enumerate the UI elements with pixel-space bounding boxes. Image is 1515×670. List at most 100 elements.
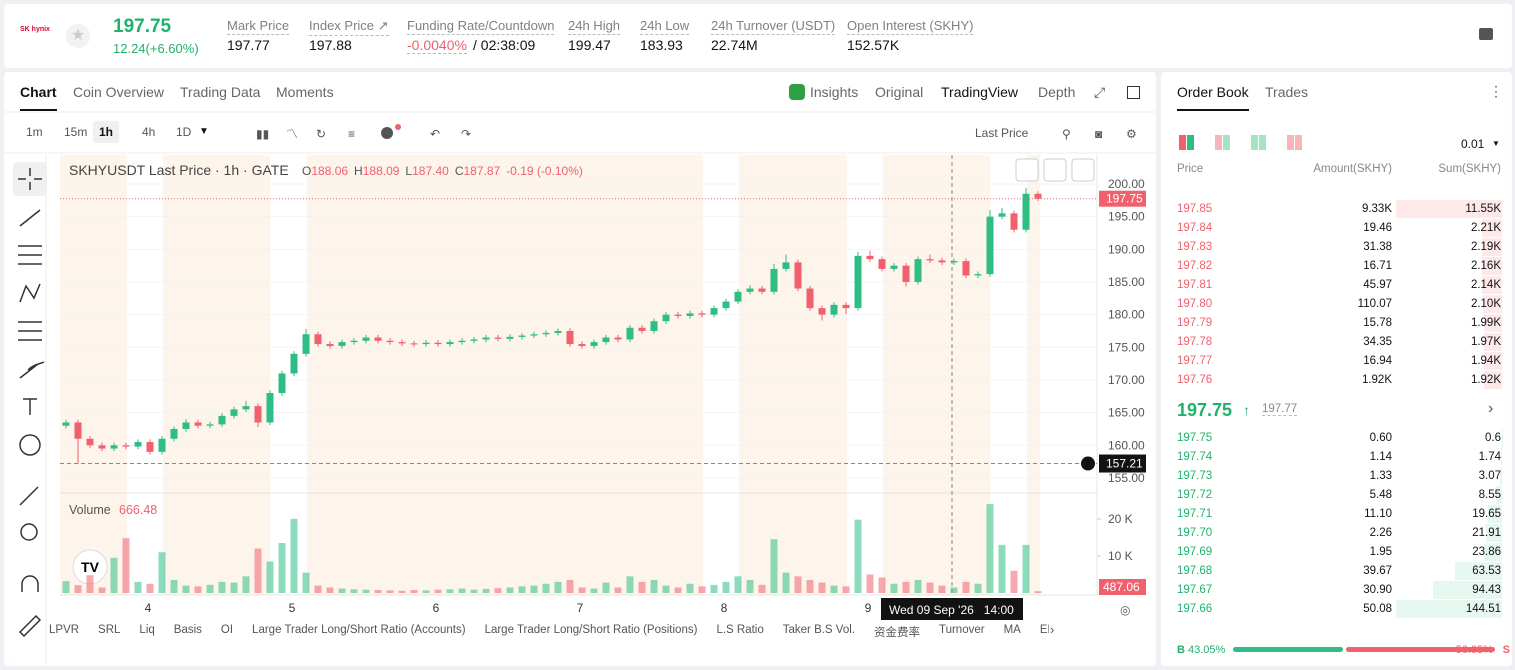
ob-amount: 19.46 [1363, 222, 1392, 234]
interval-more[interactable]: ▼ [199, 126, 209, 137]
volume-bar [98, 587, 106, 593]
indicator[interactable]: Large Trader Long/Short Ratio (Accounts) [252, 624, 466, 636]
ob-precision[interactable]: 0.01 [1461, 137, 1485, 151]
legend-key: L [405, 164, 412, 178]
interval[interactable]: 1h [93, 121, 120, 143]
volume-bar [338, 588, 346, 593]
candle-body [398, 342, 406, 344]
volume-bar [926, 582, 934, 593]
indicator[interactable]: Taker B.S Vol. [782, 624, 855, 636]
expand[interactable]: ⤢ [1094, 84, 1106, 100]
ob-sum: 1.97K [1470, 336, 1501, 348]
interval[interactable]: 15m [64, 125, 88, 139]
ob-view[interactable] [1215, 135, 1222, 150]
view-tab[interactable]: Insights [810, 84, 859, 100]
indicator[interactable]: Liq [139, 624, 155, 636]
ob-view[interactable] [1295, 135, 1302, 150]
candle-body [338, 342, 346, 347]
indicator[interactable]: LPVR [49, 624, 80, 636]
ob-sum: 63.53 [1472, 565, 1501, 577]
candle-body [890, 265, 898, 269]
ob-menu[interactable]: ⋮ [1489, 83, 1503, 99]
candle-body [878, 259, 886, 269]
indicator[interactable]: EMA [1039, 624, 1049, 636]
candle-body [578, 344, 586, 347]
indicator[interactable]: L.S Ratio [716, 624, 764, 636]
ob-view[interactable] [1287, 135, 1294, 150]
indicator[interactable]: 资金费率 [873, 627, 920, 639]
indicator[interactable]: Basis [173, 624, 202, 636]
ob-price: 197.68 [1177, 565, 1213, 577]
ob-view[interactable] [1251, 135, 1258, 150]
ob-tab[interactable]: Trades [1265, 84, 1309, 100]
ob-amount: 5.48 [1369, 489, 1392, 501]
ob-price: 197.72 [1177, 489, 1213, 501]
ob-view[interactable] [1179, 135, 1186, 150]
indicator[interactable]: OI [220, 624, 234, 636]
ob-price: 197.74 [1177, 451, 1213, 463]
indicator[interactable]: MA [1003, 624, 1021, 636]
candle-body [206, 424, 214, 426]
indicator[interactable]: Turnover [938, 624, 985, 636]
ob-sum: 21.91 [1472, 527, 1501, 539]
volume-bar [818, 582, 826, 593]
view-tab[interactable]: Original [875, 84, 924, 100]
ob-precision-arrow[interactable]: ▼ [1492, 139, 1500, 148]
drawing-tools[interactable] [13, 162, 47, 638]
favorite[interactable]: ★ [66, 24, 90, 48]
candle-body [638, 327, 646, 331]
chart-tab[interactable]: Chart [20, 84, 57, 111]
ob-sum: 2.21K [1470, 222, 1501, 234]
candle-body [554, 330, 562, 333]
candle-body [302, 334, 310, 354]
chart-tab[interactable]: Coin Overview [73, 84, 165, 100]
price-source[interactable]: Last Price [975, 126, 1029, 140]
candle-body [326, 344, 334, 347]
candle-body [350, 340, 358, 343]
stat-label: 24h Low [640, 18, 690, 35]
chart-tab[interactable]: Moments [276, 84, 334, 100]
interval[interactable]: 1D [176, 125, 192, 139]
volume-bar [590, 588, 598, 593]
candle-body [158, 438, 166, 452]
volume-bar [194, 586, 202, 593]
chart-buttons[interactable] [1015, 158, 1095, 182]
volume-bar [218, 581, 226, 593]
toolbar-icons[interactable]: ▮▮ 〽 ↻ ≡ ↶ ↷ ⚲ ◙ ⚙ ◎ [256, 124, 1137, 617]
y-tick-label: 180.00 [1108, 308, 1145, 322]
interval[interactable]: 1m [26, 125, 43, 139]
crosshair-time-tag [881, 598, 1023, 620]
ob-view[interactable] [1259, 135, 1266, 150]
chart-tab[interactable]: Trading Data [180, 84, 261, 100]
ob-more[interactable]: › [1488, 400, 1494, 417]
volume-bar [782, 572, 790, 593]
volume-bar [470, 589, 478, 593]
volume-bar [518, 586, 526, 593]
candle-body [170, 428, 178, 439]
book-icon[interactable] [1479, 28, 1493, 40]
candle-body [278, 373, 286, 394]
window[interactable] [1127, 86, 1140, 99]
stat-value: 22.74M [711, 37, 758, 53]
candle-body [686, 313, 694, 316]
interval[interactable]: 4h [142, 125, 156, 139]
ob-view[interactable] [1223, 135, 1230, 150]
ob-view[interactable] [1187, 135, 1194, 150]
candle-body [914, 259, 922, 282]
volume-bar [950, 587, 958, 593]
volume-bar [326, 587, 334, 593]
ob-tab[interactable]: Order Book [1177, 84, 1249, 111]
volume-bar [902, 581, 910, 593]
candle-body [146, 442, 154, 452]
view-tab[interactable]: TradingView [941, 84, 1019, 100]
candle-body [674, 314, 682, 316]
view-tab[interactable]: Depth [1038, 84, 1076, 100]
indicator-next[interactable]: › [1050, 622, 1055, 637]
candle-body [602, 337, 610, 343]
volume-bar [698, 586, 706, 593]
indicator[interactable]: SRL [98, 624, 121, 636]
candle-body [362, 337, 370, 341]
y-tick-label: 200.00 [1108, 177, 1145, 191]
indicator[interactable]: Large Trader Long/Short Ratio (Positions… [484, 624, 698, 636]
